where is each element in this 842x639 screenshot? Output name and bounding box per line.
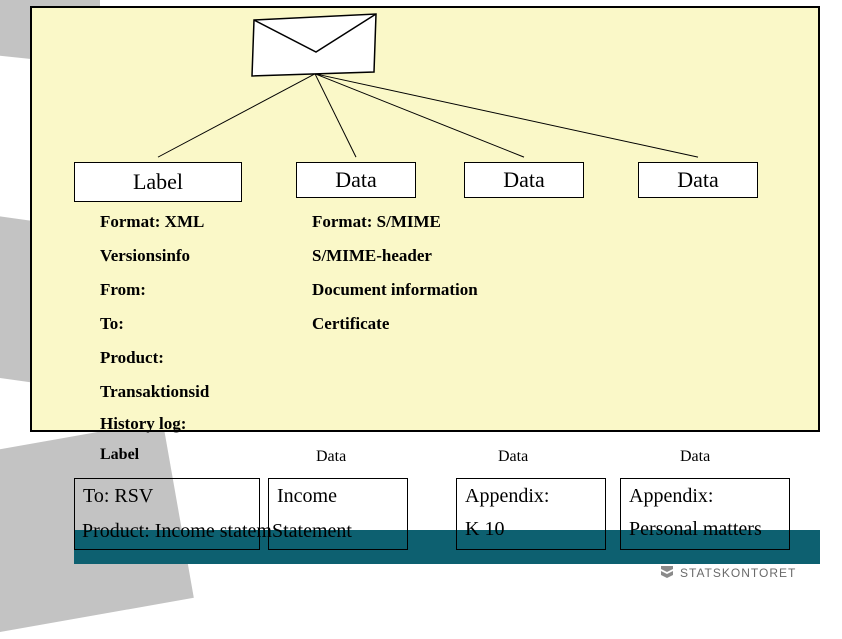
top-box-data-2: Data	[464, 162, 584, 198]
statskontoret-logo: STATSKONTORET	[658, 562, 818, 584]
info-right-header: S/MIME-header	[312, 246, 612, 266]
top-box-data-3: Data	[638, 162, 758, 198]
info-left-to: To:	[100, 314, 300, 334]
bottom-box-line2: K 10	[465, 518, 597, 541]
logo-text: STATSKONTORET	[680, 566, 796, 580]
info-left-historylog: History log:	[100, 414, 300, 434]
crest-icon	[658, 564, 676, 582]
bottom-box-appendix-k10: Appendix: K 10	[456, 478, 606, 550]
top-box-data-1: Data	[296, 162, 416, 198]
bottom-box-appendix-personal: Appendix: Personal matters	[620, 478, 790, 550]
info-right-cert: Certificate	[312, 314, 612, 334]
mini-row-data-3: Data	[680, 448, 740, 466]
info-left-product: Product:	[100, 348, 300, 368]
mini-row-data-2: Data	[498, 448, 558, 466]
mini-row-data-1: Data	[316, 448, 376, 466]
top-box-label: Label	[74, 162, 242, 202]
mini-row-label: Label	[100, 446, 160, 464]
bottom-box-line1: To: RSV	[83, 485, 251, 508]
info-left-from: From:	[100, 280, 300, 300]
bottom-box-line1: Appendix:	[465, 485, 597, 508]
bottom-product-overlay: Product: Income statemStatement	[82, 520, 352, 543]
envelope-icon	[250, 12, 380, 78]
info-left-versionsinfo: Versionsinfo	[100, 246, 300, 266]
info-left-transaktionsid: Transaktionsid	[100, 382, 300, 402]
bottom-box-line1: Income	[277, 485, 399, 508]
info-right-docinfo: Document information	[312, 280, 612, 300]
bottom-box-line2: Personal matters	[629, 518, 781, 541]
bottom-box-line1: Appendix:	[629, 485, 781, 508]
info-left-format: Format: XML	[100, 212, 300, 232]
info-right-format: Format: S/MIME	[312, 212, 612, 232]
